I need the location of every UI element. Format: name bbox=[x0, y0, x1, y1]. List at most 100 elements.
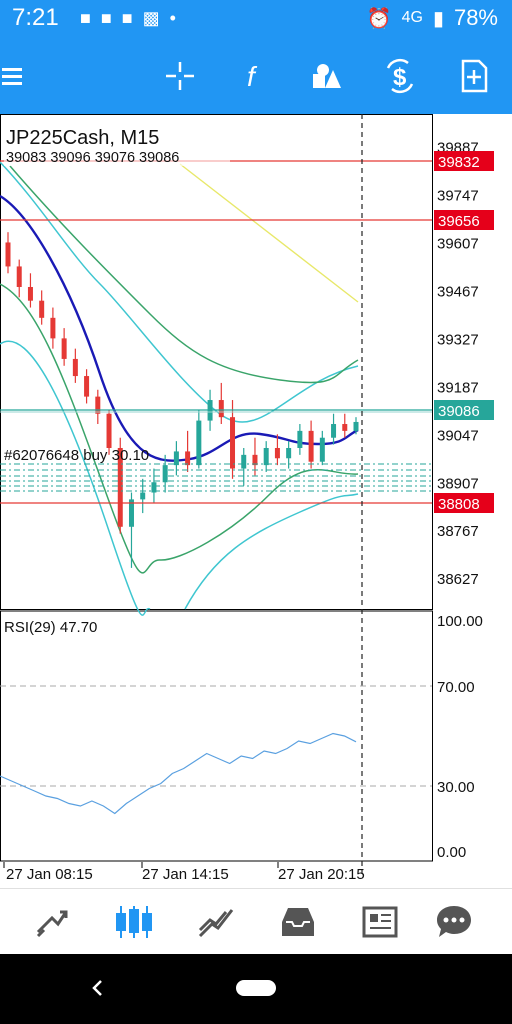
candlestick-series bbox=[5, 232, 359, 568]
time-label-2: 27 Jan 14:15 bbox=[142, 866, 229, 883]
back-icon[interactable] bbox=[88, 976, 108, 1000]
news-tab-icon[interactable] bbox=[356, 899, 404, 945]
candle bbox=[342, 413, 348, 438]
symbol-timeframe: JP225Cash, M15 bbox=[6, 127, 159, 149]
chart-tab-icon[interactable] bbox=[110, 899, 158, 945]
svg-text:f: f bbox=[247, 61, 258, 92]
bollinger-outer-lower-right bbox=[184, 493, 359, 610]
chart-toolbar: f $ bbox=[0, 36, 512, 114]
system-navigation-bar bbox=[0, 954, 512, 1024]
bollinger-inner-lower bbox=[0, 283, 359, 574]
rsi-label: RSI(29) 47.70 bbox=[4, 619, 97, 636]
candle bbox=[117, 437, 123, 534]
candle bbox=[274, 434, 280, 466]
candle bbox=[185, 430, 191, 472]
price-tick-1: 39747 bbox=[437, 188, 479, 205]
candle bbox=[297, 424, 303, 455]
candle bbox=[241, 447, 247, 486]
order-label[interactable]: #62076648 buy 30.10 bbox=[4, 447, 149, 464]
svg-text:38808: 38808 bbox=[438, 496, 480, 513]
svg-text:$: $ bbox=[393, 64, 407, 91]
svg-text:39656: 39656 bbox=[438, 213, 480, 230]
candle bbox=[106, 410, 112, 455]
candle bbox=[331, 413, 337, 445]
candle bbox=[263, 441, 269, 472]
function-indicators-icon[interactable]: f bbox=[234, 56, 274, 96]
shapes-objects-icon[interactable] bbox=[306, 56, 346, 96]
chart-area[interactable]: #62076648 buy 30.10 JP225Cash, M15 39083… bbox=[0, 114, 512, 886]
price-panel-frame bbox=[0, 114, 433, 610]
price-tick-3: 39467 bbox=[437, 283, 479, 300]
rsi-panel-frame bbox=[0, 610, 433, 862]
price-tick-5: 39187 bbox=[437, 379, 479, 396]
new-document-icon[interactable] bbox=[454, 56, 494, 96]
candle bbox=[39, 290, 45, 325]
price-tag-mid: 39656 bbox=[434, 210, 494, 230]
svg-text:39832: 39832 bbox=[438, 154, 480, 171]
order-lines[interactable] bbox=[0, 463, 432, 492]
candle bbox=[173, 441, 179, 476]
battery-percent: 78% bbox=[453, 5, 498, 30]
rsi-line bbox=[0, 732, 357, 815]
candle bbox=[196, 410, 202, 469]
candle bbox=[319, 430, 325, 466]
candle bbox=[128, 492, 134, 568]
quotes-tab-icon[interactable] bbox=[28, 899, 76, 945]
network-label: 4G bbox=[401, 9, 423, 26]
price-tag-current: 39086 bbox=[434, 400, 494, 420]
candle bbox=[50, 307, 56, 349]
bottom-navigation bbox=[0, 888, 512, 955]
time-label-1: 27 Jan 08:15 bbox=[6, 866, 93, 883]
price-tick-7: 38907 bbox=[437, 475, 479, 492]
candle bbox=[218, 382, 224, 425]
candle bbox=[5, 232, 11, 274]
price-tag-top: 39832 bbox=[434, 151, 494, 171]
price-tick-2: 39607 bbox=[437, 235, 479, 252]
hamburger-menu-icon[interactable] bbox=[0, 56, 32, 96]
bollinger-outer-lower bbox=[0, 340, 151, 616]
candle bbox=[27, 273, 33, 308]
alarm-icon: ⏰ bbox=[366, 7, 392, 30]
crosshair-icon[interactable] bbox=[160, 56, 200, 96]
candle bbox=[72, 348, 78, 383]
trend-line bbox=[179, 163, 359, 303]
price-axis: 3988739747396073946739327391873904738907… bbox=[437, 140, 479, 589]
time-axis: 27 Jan 08:15 27 Jan 14:15 27 Jan 20:15 bbox=[3, 862, 365, 883]
candle bbox=[84, 369, 90, 404]
messages-tab-icon[interactable] bbox=[430, 899, 478, 945]
bollinger-inner-upper bbox=[9, 165, 359, 384]
trade-tab-icon[interactable] bbox=[192, 899, 240, 945]
bollinger-outer-upper bbox=[0, 161, 359, 423]
rsi-tick-30: 30.00 bbox=[437, 779, 475, 796]
candle bbox=[230, 400, 236, 479]
battery-icon: ▮ bbox=[432, 7, 444, 30]
candle bbox=[353, 417, 359, 435]
rsi-tick-0: 0.00 bbox=[437, 844, 466, 861]
home-pill[interactable] bbox=[236, 980, 276, 996]
price-tick-8: 38767 bbox=[437, 523, 479, 540]
system-icons: ⏰ 4G ▮ 78% bbox=[367, 5, 498, 31]
price-tick-6: 39047 bbox=[437, 427, 479, 444]
rsi-tick-100: 100.00 bbox=[437, 613, 483, 630]
history-tab-icon[interactable] bbox=[274, 899, 322, 945]
status-bar: 7:21 ■■■▩• ⏰ 4G ▮ 78% bbox=[0, 0, 512, 36]
candle bbox=[95, 389, 101, 425]
price-tick-4: 39327 bbox=[437, 331, 479, 348]
candle bbox=[61, 328, 67, 366]
candle bbox=[140, 478, 146, 514]
svg-text:39086: 39086 bbox=[438, 403, 480, 420]
dollar-trade-icon[interactable]: $ bbox=[380, 56, 420, 96]
price-tag-bottom: 38808 bbox=[434, 493, 494, 513]
candle bbox=[252, 437, 258, 476]
notification-icons: ■■■▩• bbox=[80, 8, 186, 28]
price-tick-9: 38627 bbox=[437, 571, 479, 588]
candle bbox=[286, 441, 292, 469]
time-label-3: 27 Jan 20:15 bbox=[278, 866, 365, 883]
candle bbox=[16, 259, 22, 298]
ohlc-values: 39083 39096 39076 39086 bbox=[6, 150, 179, 166]
rsi-tick-70: 70.00 bbox=[437, 679, 475, 696]
candle bbox=[162, 454, 168, 493]
candle bbox=[151, 468, 157, 503]
clock: 7:21 bbox=[12, 4, 59, 31]
chart-canvas[interactable]: #62076648 buy 30.10 JP225Cash, M15 39083… bbox=[0, 114, 512, 886]
